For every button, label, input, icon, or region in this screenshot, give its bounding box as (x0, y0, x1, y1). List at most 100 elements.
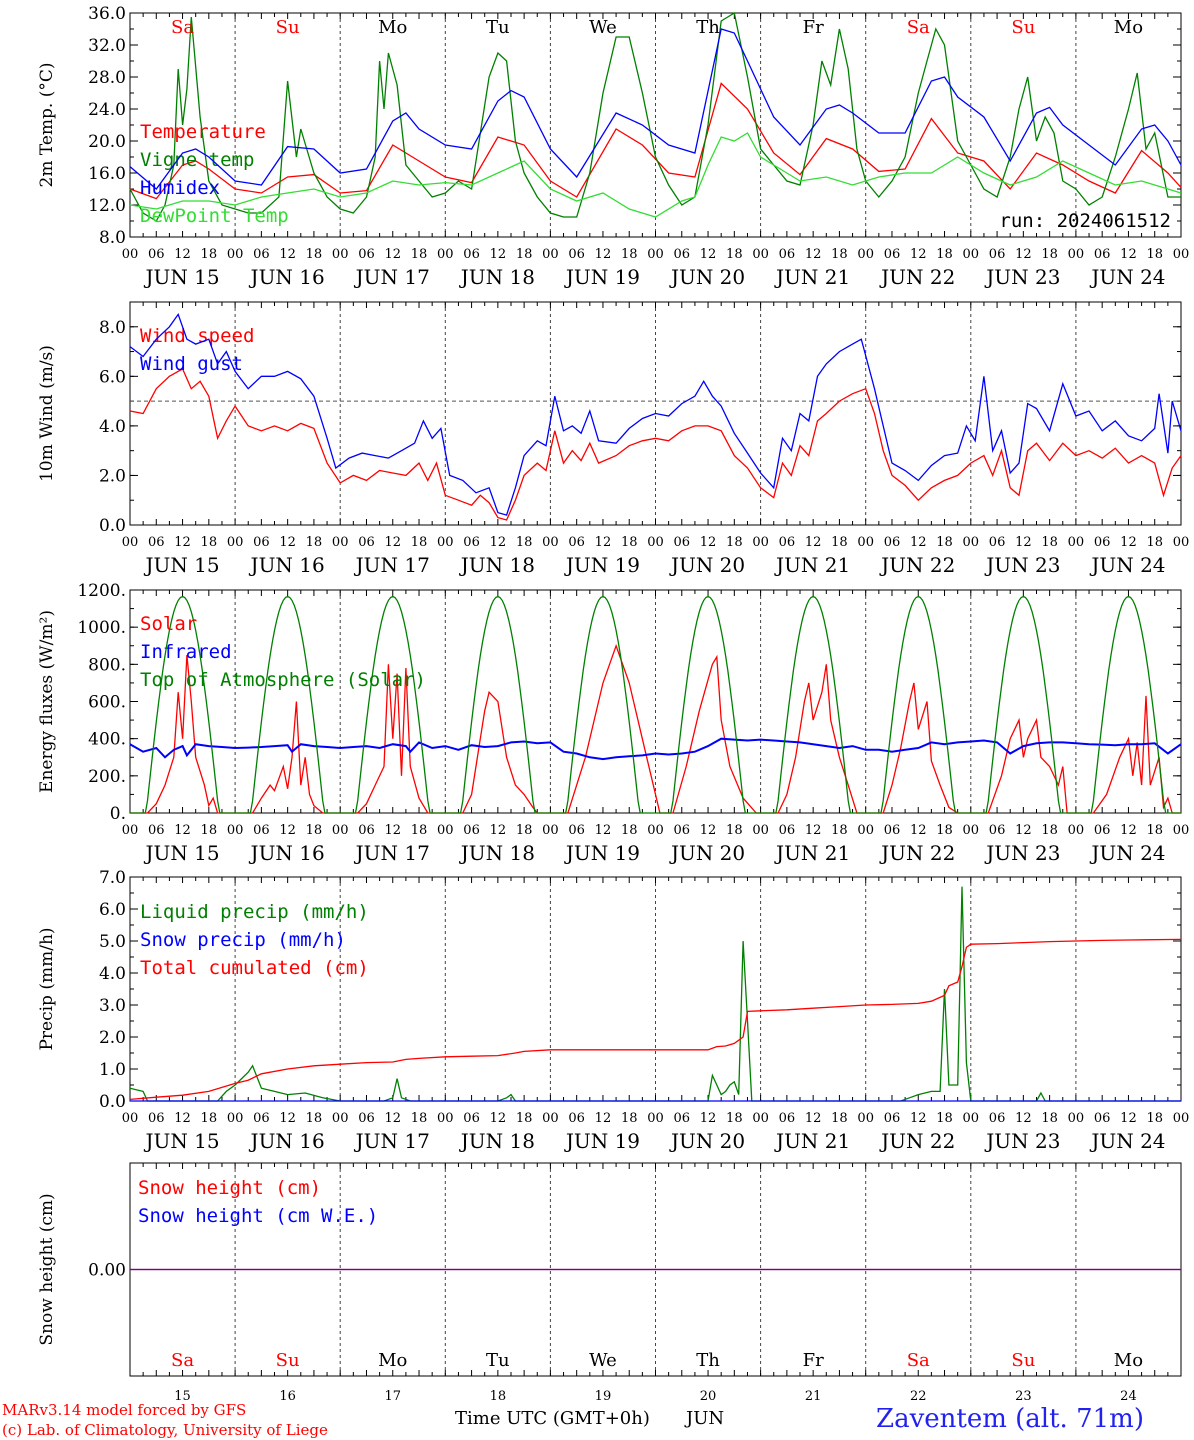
hour-tick-label: 12 (490, 535, 507, 550)
weekday-label: Sa (171, 1350, 194, 1371)
hour-tick-label: 00 (122, 247, 139, 262)
y-tick-label: 800. (88, 655, 126, 675)
weekday-label: Th (696, 17, 720, 38)
hour-tick-label: 18 (1041, 535, 1058, 550)
legend-entry: Top of Atmosphere (Solar) (140, 669, 426, 691)
hour-tick-label: 18 (516, 1111, 533, 1126)
day-label: JUN 18 (459, 1129, 535, 1153)
hour-tick-label: 12 (700, 247, 717, 262)
day-label: JUN 15 (143, 841, 219, 865)
hour-tick-label: 06 (358, 1111, 375, 1126)
hour-tick-label: 00 (1068, 1111, 1085, 1126)
y-tick-label: 24.0 (88, 100, 126, 120)
hour-tick-label: 12 (1120, 535, 1137, 550)
y-tick-label: 200. (88, 767, 126, 787)
y-tick-label: 32.0 (88, 36, 126, 56)
y-tick-label: 20.0 (88, 132, 126, 152)
hour-tick-label: 00 (227, 823, 244, 838)
hour-tick-label: 06 (568, 823, 585, 838)
weekday-label: Th (696, 1350, 720, 1371)
hour-tick-label: 06 (989, 823, 1006, 838)
day-label: JUN 22 (879, 1129, 955, 1153)
hour-tick-label: 00 (963, 247, 980, 262)
hour-tick-label: 00 (647, 823, 664, 838)
day-label: JUN 24 (1089, 553, 1165, 577)
y-tick-label: 36.0 (88, 4, 126, 24)
hour-tick-label: 06 (358, 823, 375, 838)
legend-entry: Liquid precip (mm/h) (140, 901, 369, 923)
hour-tick-label: 00 (542, 535, 559, 550)
hour-tick-label: 06 (989, 1111, 1006, 1126)
panel-5: 0.00 Snow height (cm) Snow height (cm) Snow… (37, 1162, 1182, 1404)
day-label: JUN 21 (774, 841, 850, 865)
weekday-label: Mo (1114, 1350, 1143, 1371)
hour-tick-label: 00 (963, 823, 980, 838)
weekday-label: Su (276, 1350, 300, 1371)
hour-tick-label: 06 (148, 823, 165, 838)
legend-entry: Total cumulated (cm) (140, 957, 369, 979)
hour-tick-label: 18 (1041, 1111, 1058, 1126)
legend-entry: Humidex (140, 177, 220, 199)
hour-tick-label: 12 (174, 1111, 191, 1126)
hour-tick-label: 18 (306, 247, 323, 262)
hour-tick-label: 06 (463, 535, 480, 550)
hour-tick-label: 00 (437, 535, 454, 550)
day-number: 16 (279, 1389, 296, 1404)
model-credit: MARv3.14 model forced by GFS (2, 1401, 246, 1419)
hour-tick-label: 12 (490, 823, 507, 838)
hour-tick-label: 12 (1120, 823, 1137, 838)
y-axis-title: Energy fluxes (W/m²) (37, 610, 57, 793)
hour-tick-label: 18 (1041, 247, 1058, 262)
hour-tick-label: 06 (989, 247, 1006, 262)
day-label: JUN 20 (669, 1129, 745, 1153)
hour-tick-label: 18 (936, 247, 953, 262)
hour-tick-label: 06 (884, 535, 901, 550)
weekday-label: We (589, 1350, 617, 1371)
day-label: JUN 17 (354, 841, 430, 865)
hour-tick-label: 12 (384, 247, 401, 262)
hour-tick-label: 18 (1146, 247, 1163, 262)
weekday-label: Fr (803, 1350, 824, 1371)
hour-tick-label: 06 (884, 247, 901, 262)
hour-tick-label: 18 (621, 823, 638, 838)
panel-1: 8.0 12.0 16.0 20.0 24.0 28.0 32.0 36.0 2m Temp. … (37, 4, 1189, 289)
legend-entry: Solar (140, 613, 197, 635)
day-label: JUN 23 (984, 841, 1060, 865)
day-label: JUN 16 (249, 553, 325, 577)
panel-3: 0. 200. 400. 600. 800. 1000. 1200. Energy fluxe… (37, 581, 1189, 865)
hour-tick-label: 00 (857, 1111, 874, 1126)
hour-tick-label: 12 (805, 535, 822, 550)
y-tick-label: 4.0 (99, 417, 126, 437)
hour-tick-label: 06 (253, 535, 270, 550)
hour-tick-label: 18 (1146, 1111, 1163, 1126)
hour-tick-label: 12 (700, 823, 717, 838)
y-axis-title: Precip (mm/h) (37, 927, 57, 1050)
day-label: JUN 15 (143, 1129, 219, 1153)
hour-tick-label: 06 (674, 247, 691, 262)
day-label: JUN 18 (459, 265, 535, 289)
y-tick-label: 2.0 (99, 466, 126, 486)
hour-tick-label: 00 (752, 247, 769, 262)
hour-tick-label: 00 (122, 1111, 139, 1126)
hour-tick-label: 18 (726, 823, 743, 838)
hour-tick-label: 06 (148, 247, 165, 262)
legend-entry: Snow height (cm W.E.) (138, 1205, 378, 1227)
hour-tick-label: 00 (227, 1111, 244, 1126)
hour-tick-label: 18 (621, 1111, 638, 1126)
y-axis-title: 10m Wind (m/s) (37, 345, 57, 482)
hour-tick-label: 06 (884, 1111, 901, 1126)
day-label: JUN 19 (564, 841, 640, 865)
weekday-label: Tu (486, 1350, 510, 1371)
legend-entry: Wind speed (140, 325, 254, 347)
hour-tick-label: 18 (936, 535, 953, 550)
y-tick-label: 5.0 (99, 932, 126, 952)
series-line-wind-gust (129, 312, 1182, 516)
hour-tick-label: 12 (490, 247, 507, 262)
hour-tick-label: 00 (752, 535, 769, 550)
hour-tick-label: 00 (437, 823, 454, 838)
y-tick-label: 400. (88, 730, 126, 750)
panel-4: 0.0 1.0 2.0 3.0 4.0 5.0 6.0 7.0 Precip (mm/h) Liq… (37, 868, 1189, 1153)
hour-tick-label: 06 (1094, 535, 1111, 550)
time-axis-title: Time UTC (GMT+0h) (455, 1408, 650, 1429)
hour-tick-label: 12 (384, 823, 401, 838)
